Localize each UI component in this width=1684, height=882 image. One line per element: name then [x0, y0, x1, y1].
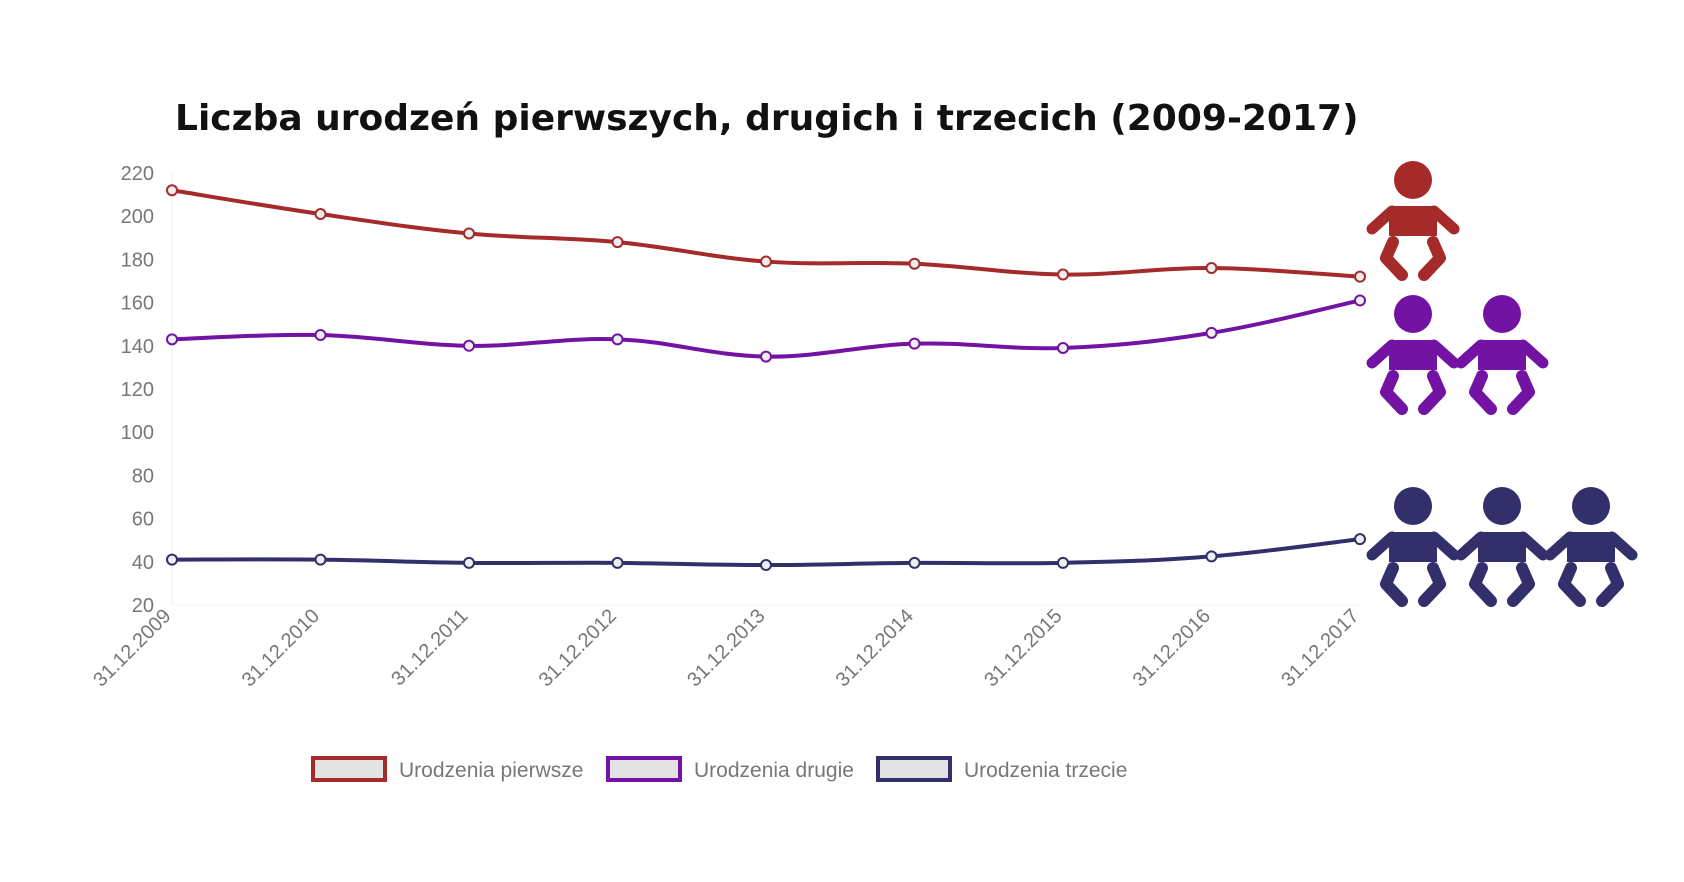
- x-tick-label: 31.12.2013: [683, 605, 769, 691]
- legend-label: Urodzenia drugie: [694, 759, 854, 782]
- legend: Urodzenia pierwsze Urodzenia drugie Urodze…: [311, 756, 1127, 782]
- data-point: [166, 184, 178, 197]
- icons: [1366, 161, 1638, 607]
- data-point: [1354, 533, 1366, 546]
- data-point: [1205, 262, 1218, 275]
- baby-icon: [1455, 295, 1549, 415]
- data-point: [611, 236, 624, 249]
- legend-label: Urodzenia pierwsze: [399, 759, 583, 782]
- data-point: [1354, 294, 1366, 307]
- y-tick-label: 180: [121, 249, 154, 271]
- x-tick-label: 31.12.2009: [89, 605, 175, 691]
- y-tick-label: 100: [121, 422, 154, 444]
- series-lines: [166, 184, 1366, 572]
- x-ticks: 31.12.2009 31.12.2010 31.12.2011 31.12.2012…: [89, 605, 1363, 691]
- data-point: [314, 208, 327, 221]
- series-line: [170, 298, 1362, 359]
- baby-icon: [1544, 487, 1638, 607]
- data-point: [760, 559, 772, 572]
- y-tick-label: 120: [121, 379, 154, 401]
- x-tick-label: 31.12.2017: [1277, 605, 1363, 691]
- x-tick-label: 31.12.2014: [832, 605, 918, 691]
- y-tick-label: 20: [132, 595, 154, 617]
- y-tick-label: 160: [121, 293, 154, 315]
- data-point: [463, 556, 475, 569]
- data-point: [908, 337, 921, 350]
- baby-icon: [1366, 487, 1460, 607]
- y-tick-label: 60: [132, 509, 154, 531]
- y-ticks: 20 40 60 80 100 120 140 160 180 200 220: [121, 163, 154, 617]
- data-point: [1205, 326, 1218, 339]
- data-point: [760, 350, 772, 363]
- baby-icon: [1366, 161, 1460, 281]
- chart-title: Liczba urodzeń pierwszych, drugich i trz…: [175, 98, 1359, 139]
- data-point: [314, 329, 327, 341]
- x-tick-label: 31.12.2011: [387, 605, 472, 690]
- x-tick-label: 31.12.2015: [980, 605, 1066, 691]
- y-tick-label: 220: [121, 163, 154, 185]
- y-tick-label: 80: [132, 465, 154, 487]
- data-point: [760, 255, 772, 268]
- baby-icon: [1366, 295, 1460, 415]
- data-point: [1354, 270, 1366, 283]
- data-point: [908, 257, 921, 270]
- data-point: [1057, 268, 1069, 281]
- legend-swatch: [311, 756, 387, 782]
- data-point: [463, 339, 475, 352]
- data-point: [908, 556, 921, 569]
- data-point: [166, 333, 178, 346]
- data-point: [1057, 556, 1069, 569]
- data-point: [166, 553, 178, 566]
- y-tick-label: 40: [132, 552, 154, 574]
- legend-swatch: [606, 756, 682, 782]
- baby-icon: [1455, 487, 1549, 607]
- legend-swatch: [876, 756, 952, 782]
- x-tick-label: 31.12.2016: [1129, 605, 1215, 691]
- y-tick-label: 200: [121, 206, 154, 228]
- data-point: [611, 556, 624, 569]
- data-point: [1057, 341, 1069, 354]
- data-point: [611, 333, 624, 346]
- x-tick-label: 31.12.2010: [238, 605, 324, 691]
- x-tick-label: 31.12.2012: [535, 605, 621, 691]
- data-point: [463, 227, 475, 240]
- y-tick-label: 140: [121, 336, 154, 358]
- data-point: [1205, 550, 1218, 563]
- data-point: [314, 553, 327, 566]
- legend-label: Urodzenia trzecie: [964, 759, 1127, 782]
